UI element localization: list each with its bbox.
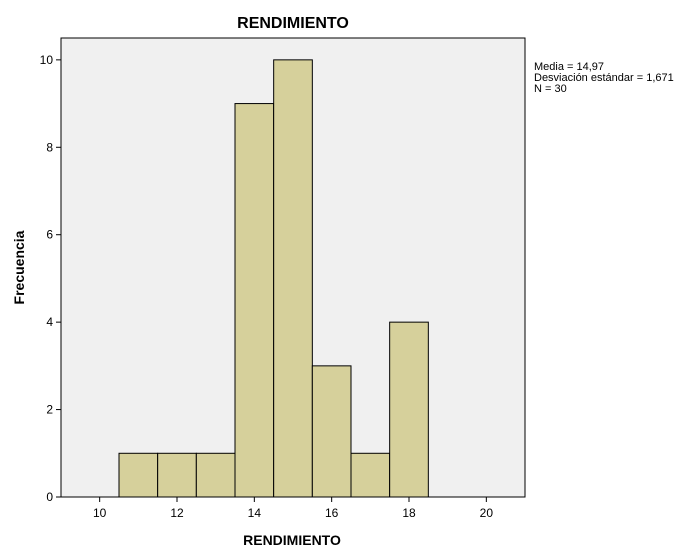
y-axis-label: Frecuencia — [11, 230, 27, 304]
stat-sd: Desviación estándar = 1,671 — [534, 72, 674, 84]
x-tick-label: 12 — [170, 506, 184, 520]
y-tick-label: 2 — [46, 403, 53, 417]
histogram-bar — [234, 103, 275, 498]
histogram-bar — [157, 452, 197, 498]
y-tick-label: 4 — [46, 315, 53, 329]
stats-box: Media = 14,97 Desviación estándar = 1,67… — [534, 62, 674, 95]
x-tick-label: 14 — [248, 506, 262, 520]
histogram-bar — [311, 365, 352, 498]
y-tick-label: 0 — [46, 490, 53, 504]
x-axis-label: RENDIMIENTO — [243, 532, 341, 547]
y-tick-label: 6 — [46, 228, 53, 242]
chart-title: RENDIMIENTO — [237, 15, 349, 32]
x-tick-label: 16 — [325, 506, 339, 520]
histogram-bar — [389, 321, 429, 498]
y-tick-label: 10 — [40, 53, 54, 67]
stat-mean: Media = 14,97 — [534, 61, 605, 73]
histogram-bar — [118, 452, 159, 498]
stat-n: N = 30 — [534, 83, 567, 95]
histogram-bar — [350, 452, 391, 498]
histogram-bar — [195, 452, 236, 498]
y-tick-label: 8 — [46, 140, 53, 154]
histogram-bar — [273, 59, 313, 498]
x-tick-label: 20 — [480, 506, 494, 520]
x-tick-label: 10 — [93, 506, 107, 520]
x-tick-label: 18 — [402, 506, 416, 520]
